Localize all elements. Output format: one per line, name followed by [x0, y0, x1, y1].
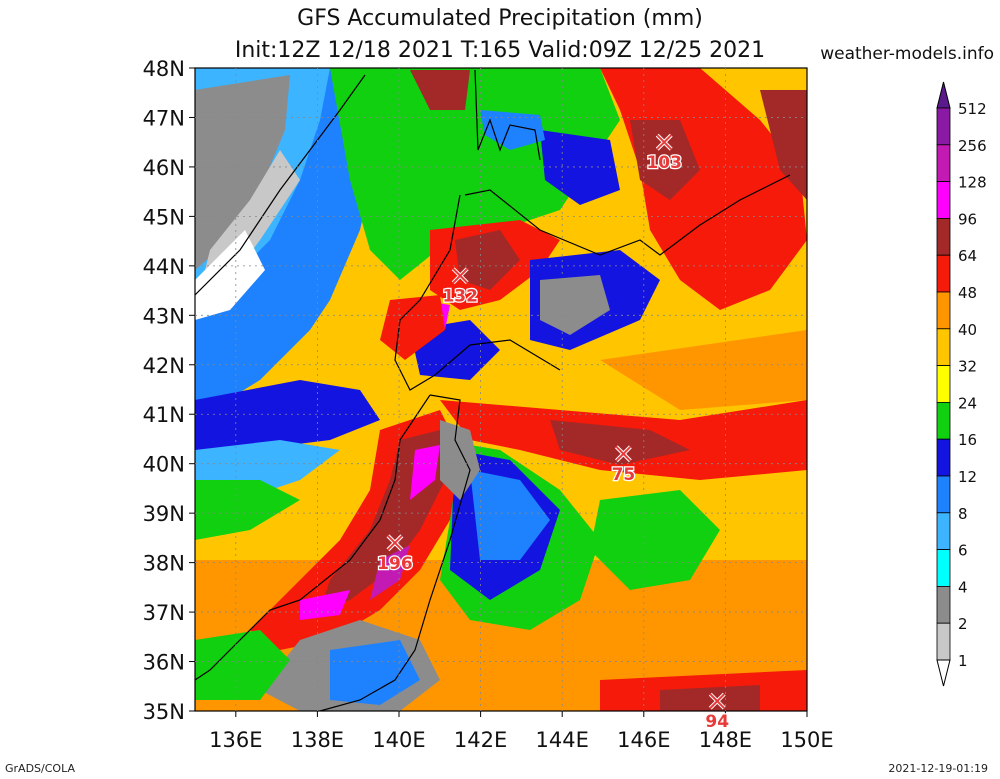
longitude-axis: 136E 138E 140E 142E 144E 146E 148E 150E [209, 711, 834, 752]
maximum-value-label: 132 [442, 287, 478, 307]
map-subtitle: Init:12Z 12/18 2021 T:165 Valid:09Z 12/2… [234, 38, 766, 63]
lat-tick-label: 43N [143, 304, 185, 328]
legend-swatch [936, 181, 951, 219]
lat-tick-label: 42N [143, 354, 185, 378]
legend-arrow-top [936, 81, 951, 109]
lon-tick-label: 146E [617, 728, 670, 752]
legend-swatch [936, 475, 951, 514]
footer-credit: GrADS/COLA [5, 762, 75, 775]
lat-tick-label: 48N [143, 57, 185, 81]
maximum-marker: 196 [376, 534, 414, 575]
legend-swatch [936, 365, 951, 403]
plot-frame [194, 67, 808, 712]
legend-swatch [936, 291, 951, 330]
legend-level-label: 8 [958, 505, 968, 523]
lon-tick-label: 138E [291, 728, 344, 752]
legend-level-label: 32 [958, 358, 977, 376]
site-label: weather-models.info [820, 44, 994, 64]
legend-level-label: 64 [958, 247, 977, 265]
legend-level-label: 48 [958, 284, 977, 302]
legend-swatch [936, 144, 951, 183]
precip-field [195, 68, 807, 711]
maximum-value-label: 196 [377, 554, 413, 574]
legend-level-label: 6 [958, 542, 968, 560]
lat-tick-label: 45N [143, 205, 185, 229]
maximum-value-label: 75 [612, 465, 636, 485]
legend-level-label: 512 [958, 100, 987, 118]
legend-level-label: 1 [958, 652, 968, 670]
legend-level-label: 96 [958, 210, 977, 228]
lat-tick-label: 39N [143, 502, 185, 526]
maximum-value-label: 94 [705, 712, 729, 732]
legend-swatch [936, 512, 951, 550]
maxima-markers: 103 132 75 196 94 [376, 133, 730, 733]
lon-tick-label: 148E [699, 728, 752, 752]
legend-arrow-bottom [936, 659, 951, 687]
maximum-value-label: 103 [646, 153, 682, 173]
lon-tick-label: 144E [536, 728, 589, 752]
legend-swatch [936, 549, 951, 587]
legend-level-label: 256 [958, 137, 987, 155]
legend-level-label: 40 [958, 321, 977, 339]
legend-swatch [936, 586, 951, 624]
latitude-axis: 48N 47N 46N 45N 44N 43N 42N 41N 40N 39N 38N 37N 36N 3… [143, 57, 195, 724]
lon-tick-label: 150E [780, 728, 833, 752]
legend-swatch [936, 438, 951, 477]
lat-tick-label: 46N [143, 156, 185, 180]
map-title: GFS Accumulated Precipitation (mm) [297, 6, 703, 31]
legend-swatch [936, 328, 951, 366]
lon-tick-label: 136E [209, 728, 262, 752]
legend-swatch [936, 622, 951, 661]
maximum-marker: 132 [441, 267, 479, 308]
lon-tick-label: 142E [454, 728, 507, 752]
lat-tick-label: 47N [143, 106, 185, 130]
legend-level-label: 24 [958, 394, 977, 412]
lat-tick-label: 41N [143, 403, 185, 427]
legend-swatch [936, 254, 951, 293]
footer-timestamp: 2021-12-19-01:19 [888, 762, 988, 775]
lat-tick-label: 44N [143, 255, 185, 279]
legend-level-label: 4 [958, 578, 968, 596]
legend-swatch [936, 401, 951, 440]
gridlines [195, 68, 807, 711]
lat-tick-label: 37N [143, 601, 185, 625]
lat-tick-label: 40N [143, 453, 185, 477]
maximum-marker: 94 [704, 692, 730, 733]
legend-level-label: 2 [958, 615, 968, 633]
legend-swatch [936, 107, 951, 146]
maximum-marker: 103 [645, 133, 683, 174]
legend-level-label: 128 [958, 174, 987, 192]
lat-tick-label: 35N [143, 700, 185, 724]
legend-level-label: 16 [958, 431, 977, 449]
coastlines [195, 69, 791, 711]
lat-tick-label: 38N [143, 552, 185, 576]
maximum-marker: 75 [610, 445, 636, 486]
legend-level-label: 12 [958, 468, 977, 486]
legend-swatch [936, 217, 951, 256]
lon-tick-label: 140E [372, 728, 425, 752]
lat-tick-label: 36N [143, 651, 185, 675]
